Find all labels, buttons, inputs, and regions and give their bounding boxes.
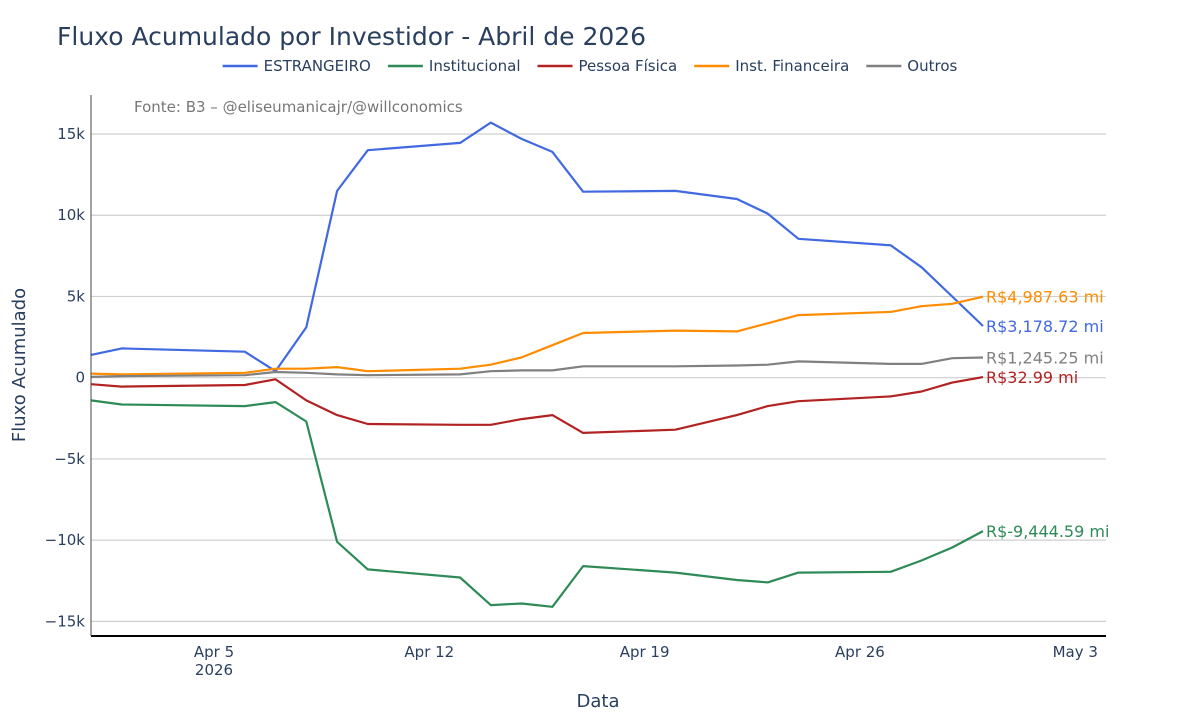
legend-label: Institucional [429, 57, 521, 75]
legend-label: Pessoa Física [579, 57, 678, 75]
source-annotation: Fonte: B3 – @eliseumanicajr/@willconomic… [134, 98, 463, 116]
y-axis-title: Fluxo Acumulado [9, 288, 30, 442]
x-tick-label: Apr 5 [194, 643, 234, 661]
end-label-pessoa-f-sica: R$32.99 mi [986, 368, 1078, 387]
grid [91, 133, 1106, 622]
legend-item: ESTRANGEIRO [222, 57, 371, 75]
x-tick-year: 2026 [195, 661, 233, 679]
series-line-estrangeiro [90, 121, 984, 373]
x-tick-label: Apr 26 [835, 643, 885, 661]
end-label-inst-financeira: R$4,987.63 mi [986, 288, 1104, 307]
series-end-labels: R$3,178.72 mi R$-9,444.59 mi R$32.99 mi R$4… [986, 288, 1109, 541]
series-lines [90, 121, 984, 608]
legend-label: Outros [907, 57, 957, 75]
y-tick-label: 0 [75, 369, 85, 387]
legend-label: ESTRANGEIRO [264, 57, 371, 75]
series-line-inst-financeira [90, 295, 984, 376]
y-tick-label: 5k [67, 287, 86, 305]
legend-label: Inst. Financeira [735, 57, 849, 75]
y-tick-label: −10k [45, 531, 86, 549]
x-tick-label: May 3 [1053, 643, 1098, 661]
legend-item: Outros [866, 57, 958, 75]
series-line-pessoa-f-sica [90, 376, 984, 434]
end-label-estrangeiro: R$3,178.72 mi [986, 317, 1104, 336]
legend-item: Inst. Financeira [694, 57, 849, 75]
legend-item: Institucional [387, 57, 521, 75]
x-tick-label: Apr 12 [404, 643, 454, 661]
x-axis-title: Data [577, 691, 620, 712]
legend-item: Pessoa Física [537, 57, 678, 75]
series-line-institucional [90, 399, 984, 608]
end-label-institucional: R$-9,444.59 mi [986, 522, 1109, 541]
y-tick-label: −15k [45, 612, 86, 630]
y-tick-label: 15k [57, 125, 85, 143]
legend: ESTRANGEIRO Institucional Pessoa Física Ins… [222, 57, 958, 75]
end-label-outros: R$1,245.25 mi [986, 348, 1104, 367]
y-tick-label: 10k [57, 206, 85, 224]
x-tick-label: Apr 19 [620, 643, 670, 661]
y-axis-ticks: 15k 10k 5k 0 −5k −10k −15k [45, 125, 86, 630]
y-tick-label: −5k [54, 450, 85, 468]
chart-title: Fluxo Acumulado por Investidor - Abril d… [57, 22, 646, 51]
series-line-outros [90, 356, 984, 378]
